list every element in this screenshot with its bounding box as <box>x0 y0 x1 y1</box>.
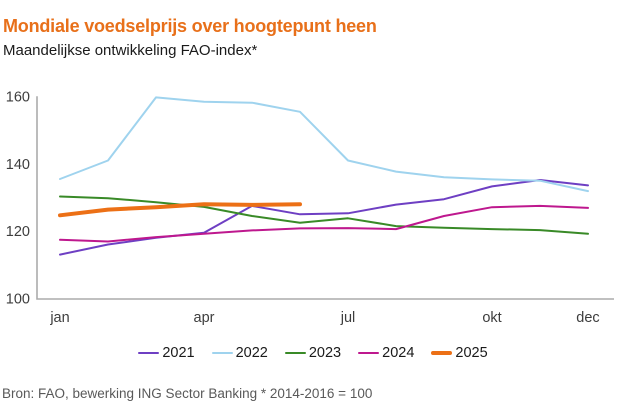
y-tick-label: 160 <box>6 90 30 106</box>
legend-label-2021: 2021 <box>162 345 195 361</box>
legend-item-2021: 2021 <box>138 345 195 361</box>
y-tick-label: 120 <box>6 224 30 240</box>
legend-swatch-2021 <box>138 351 160 355</box>
legend-swatch-2024 <box>358 351 380 355</box>
x-tick-label: dec <box>576 310 599 326</box>
legend-label-2022: 2022 <box>235 345 268 361</box>
source-note: Bron: FAO, bewerking ING Sector Banking … <box>2 386 373 401</box>
chart-subtitle: Maandelijkse ontwikkeling FAO-index* <box>3 42 258 59</box>
x-tick-label: jul <box>340 310 356 326</box>
chart-title: Mondiale voedselprijs over hoogtepunt he… <box>3 16 377 36</box>
legend-item-2025: 2025 <box>431 345 488 361</box>
series-line-2024 <box>59 204 589 243</box>
series-line-2023 <box>59 195 589 235</box>
series-line-2022 <box>59 96 589 193</box>
axes-lines <box>36 96 614 300</box>
y-tick-label: 140 <box>6 157 30 173</box>
legend-swatch-2023 <box>284 351 306 355</box>
legend-swatch-2025 <box>431 350 453 356</box>
x-tick-label: apr <box>194 310 215 326</box>
legend-swatch-2022 <box>211 351 233 355</box>
legend-label-2025: 2025 <box>455 345 488 361</box>
y-tick-label: 100 <box>6 291 30 307</box>
legend-label-2023: 2023 <box>308 345 342 361</box>
series-line-2025 <box>58 202 302 218</box>
legend-item-2024: 2024 <box>358 345 414 361</box>
x-tick-label: okt <box>482 310 501 326</box>
series-line-2021 <box>59 179 589 256</box>
legend-item-2022: 2022 <box>211 345 268 361</box>
x-tick-label: jan <box>49 310 69 326</box>
legend-item-2023: 2023 <box>284 345 342 361</box>
legend-label-2024: 2024 <box>382 345 415 361</box>
chart-legend: 2021 2022 2023 2024 2025 <box>0 343 626 363</box>
